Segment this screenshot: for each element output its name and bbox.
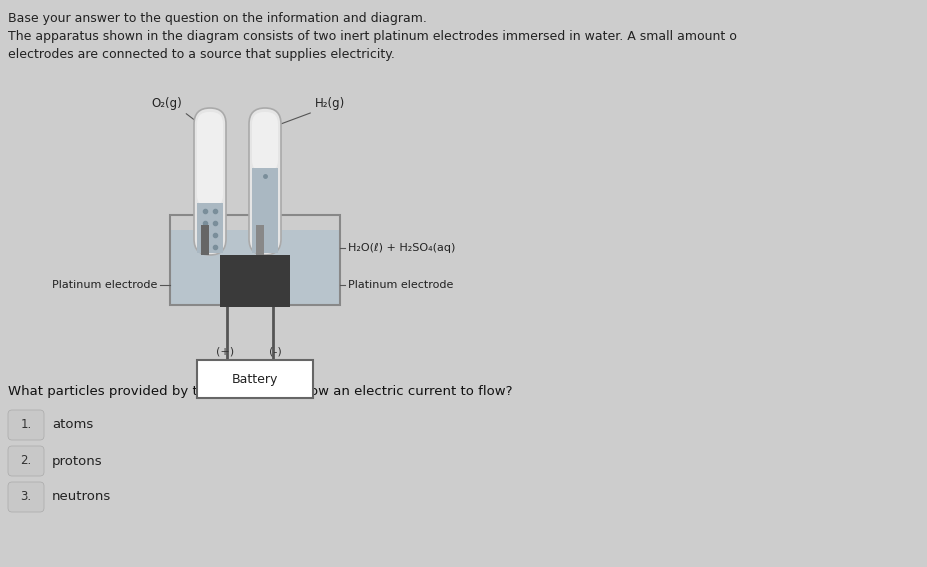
Text: (+): (+) <box>216 346 234 356</box>
Text: Base your answer to the question on the information and diagram.: Base your answer to the question on the … <box>8 12 426 25</box>
Text: electrodes are connected to a source that supplies electricity.: electrodes are connected to a source tha… <box>8 48 395 61</box>
Text: H₂(g): H₂(g) <box>315 97 345 110</box>
Text: (-): (-) <box>269 346 282 356</box>
FancyBboxPatch shape <box>197 360 313 398</box>
FancyBboxPatch shape <box>252 168 278 253</box>
Text: neutrons: neutrons <box>52 490 111 503</box>
Text: 3.: 3. <box>20 490 32 503</box>
FancyBboxPatch shape <box>8 446 44 476</box>
Text: atoms: atoms <box>52 418 94 431</box>
FancyBboxPatch shape <box>201 225 209 255</box>
Text: Platinum electrode: Platinum electrode <box>52 280 157 290</box>
Text: Platinum electrode: Platinum electrode <box>348 280 453 290</box>
Text: 2.: 2. <box>20 455 32 468</box>
Text: protons: protons <box>52 455 103 468</box>
FancyBboxPatch shape <box>252 112 278 172</box>
FancyBboxPatch shape <box>256 225 264 255</box>
Text: What particles provided by the electrolyte allow an electric current to flow?: What particles provided by the electroly… <box>8 385 513 398</box>
FancyBboxPatch shape <box>8 410 44 440</box>
FancyBboxPatch shape <box>220 255 290 307</box>
FancyBboxPatch shape <box>197 203 223 253</box>
Text: H₂O(ℓ) + H₂SO₄(aq): H₂O(ℓ) + H₂SO₄(aq) <box>348 243 455 253</box>
Text: 1.: 1. <box>20 418 32 431</box>
FancyBboxPatch shape <box>197 112 223 207</box>
Text: Battery: Battery <box>232 373 278 386</box>
FancyBboxPatch shape <box>8 482 44 512</box>
FancyBboxPatch shape <box>194 108 226 255</box>
Text: The apparatus shown in the diagram consists of two inert platinum electrodes imm: The apparatus shown in the diagram consi… <box>8 30 737 43</box>
FancyBboxPatch shape <box>249 108 281 255</box>
FancyBboxPatch shape <box>170 230 340 305</box>
Text: O₂(g): O₂(g) <box>151 97 182 110</box>
